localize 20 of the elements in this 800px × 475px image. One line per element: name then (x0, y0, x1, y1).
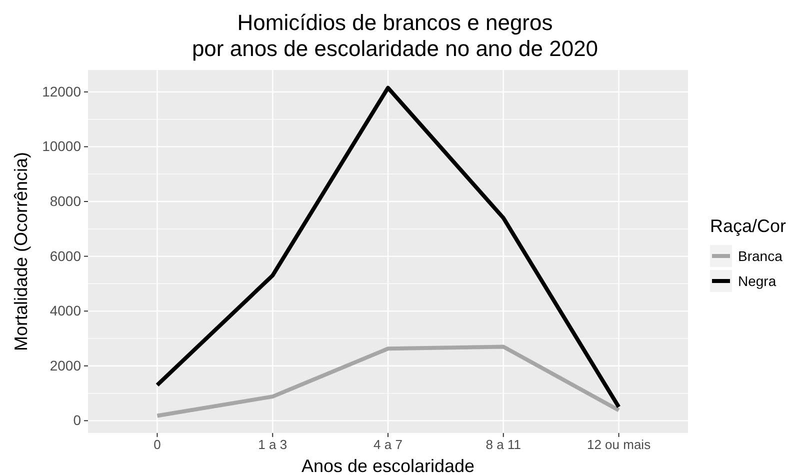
x-tick-label: 4 a 7 (374, 437, 402, 452)
y-tick-label: 0 (73, 412, 82, 428)
chart-title: Homicídios de brancos e negros por anos de escolaridade no ano de 2020 (192, 10, 598, 61)
y-tick-label: 4000 (50, 302, 82, 319)
x-tick-label: 8 a 11 (486, 437, 521, 452)
y-tick-label: 12000 (42, 83, 82, 100)
y-tick-label: 8000 (50, 192, 82, 209)
line-series (155, 344, 621, 418)
x-tick-label: 12 ou mais (586, 437, 652, 452)
legend-label: Branca (738, 248, 783, 264)
line-series (155, 86, 621, 409)
x-axis-title: Anos de escolaridade (301, 456, 475, 475)
y-tick-label: 6000 (50, 248, 82, 264)
x-tick-label: 1 a 3 (258, 437, 288, 452)
y-axis-title: Mortalidade (Ocorrência) (11, 152, 31, 352)
legend-title: Raça/Cor (710, 216, 786, 236)
x-tick-label: 0 (154, 437, 161, 452)
y-tick-label: 10000 (42, 138, 82, 154)
y-tick-label: 2000 (50, 357, 82, 374)
legend-label: Negra (738, 273, 776, 289)
